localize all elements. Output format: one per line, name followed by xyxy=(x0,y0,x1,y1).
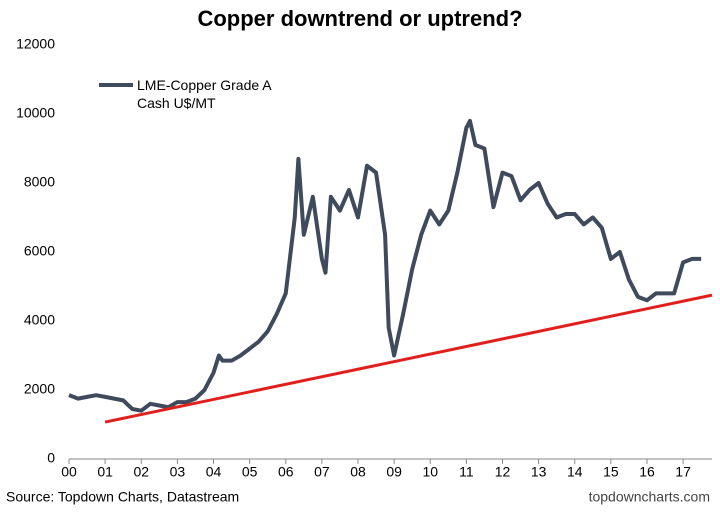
x-tick-label: 16 xyxy=(639,464,655,480)
x-tick-label: 06 xyxy=(278,464,294,480)
chart-title: Copper downtrend or uptrend? xyxy=(197,6,522,31)
y-tick-label: 12000 xyxy=(16,36,55,52)
y-tick-label: 8000 xyxy=(24,174,55,190)
x-tick-label: 09 xyxy=(386,464,402,480)
x-tick-label: 13 xyxy=(531,464,547,480)
source: Source: Topdown Charts, Datastream xyxy=(6,489,239,505)
x-tick-label: 01 xyxy=(97,464,113,480)
y-tick-label: 10000 xyxy=(16,105,55,121)
credit: topdowncharts.com xyxy=(589,489,710,505)
x-tick-label: 00 xyxy=(61,464,77,480)
x-tick-label: 08 xyxy=(350,464,366,480)
x-tick-label: 02 xyxy=(133,464,149,480)
y-tick-label: 0 xyxy=(47,450,55,466)
x-tick-label: 10 xyxy=(422,464,438,480)
x-tick-label: 15 xyxy=(603,464,619,480)
x-tick-label: 12 xyxy=(495,464,511,480)
x-tick-label: 05 xyxy=(242,464,258,480)
series-line xyxy=(68,118,702,413)
y-tick-label: 6000 xyxy=(24,243,55,259)
y-tick-label: 4000 xyxy=(24,312,55,328)
x-tick-label: 03 xyxy=(170,464,186,480)
y-tick-label: 2000 xyxy=(24,381,55,397)
legend-label: LME-Copper Grade A Cash U$/MT xyxy=(137,77,271,111)
x-tick-label: 04 xyxy=(206,464,222,480)
x-tick-label: 17 xyxy=(675,464,691,480)
x-tick-label: 11 xyxy=(459,464,474,480)
x-tick-label: 07 xyxy=(314,464,330,480)
x-tick-label: 14 xyxy=(567,464,583,480)
trend-line xyxy=(104,293,713,424)
